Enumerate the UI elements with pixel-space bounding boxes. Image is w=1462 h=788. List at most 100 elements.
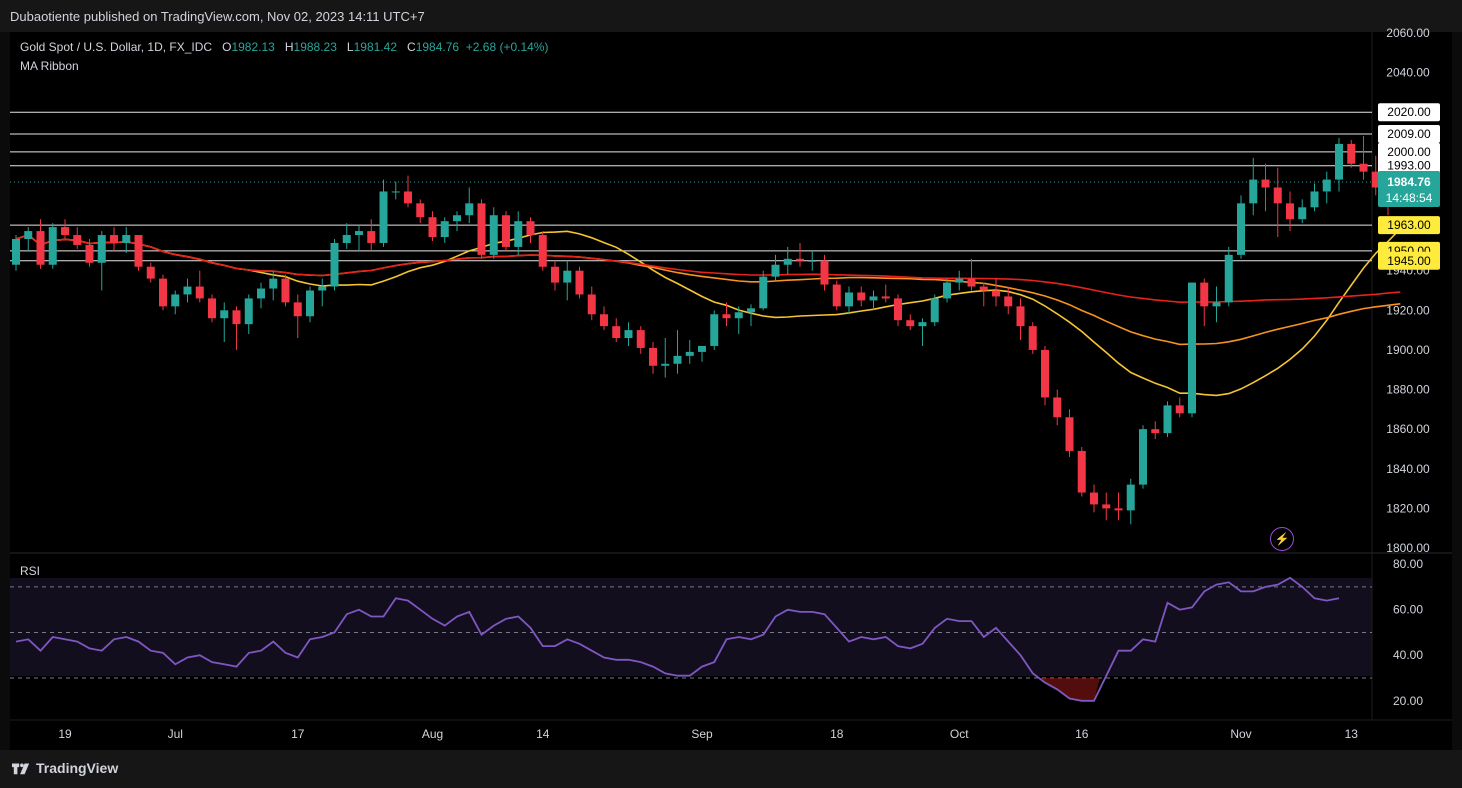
candle-body: [612, 326, 621, 339]
price-tick-label: 1860.00: [1386, 422, 1430, 436]
candle-body: [1041, 349, 1049, 398]
low-label: L: [346, 40, 354, 54]
candle-body: [979, 286, 988, 291]
time-tick-label: 18: [830, 727, 844, 741]
candle-body: [943, 282, 951, 299]
publisher-info: Dubaotiente published on TradingView.com…: [10, 9, 425, 24]
candle-body: [1359, 163, 1368, 172]
candle-body: [416, 203, 425, 218]
candle-body: [48, 227, 57, 265]
candle-body: [281, 278, 290, 303]
price-level-label-bg: [1378, 156, 1440, 175]
price-level-label-bg: [1378, 125, 1440, 144]
close-value: 1984.76: [415, 40, 460, 54]
price-tick-label: 1900.00: [1386, 343, 1430, 357]
candle-body: [171, 294, 180, 307]
candle-body: [587, 294, 596, 315]
brand-name: TradingView: [36, 760, 119, 776]
symbol-title[interactable]: Gold Spot / U.S. Dollar, 1D, FX_IDC: [20, 40, 213, 54]
change-value: +2.68 (+0.14%): [465, 40, 549, 54]
candle-body: [1077, 450, 1086, 493]
candle-body: [24, 231, 33, 239]
price-tick-label: 1880.00: [1386, 383, 1430, 397]
candle-body: [820, 260, 829, 285]
candle-body: [342, 235, 351, 243]
ma-ribbon: [15, 228, 1401, 397]
time-axis[interactable]: 19 Jul 17 Aug 14 Sep 18 Oct 16 Nov 13: [58, 727, 1358, 741]
candle-body: [1261, 179, 1270, 188]
candle-body: [1004, 296, 1013, 307]
candle-body: [269, 278, 278, 289]
price-level-label: 1993.00: [1387, 159, 1431, 173]
price-tick-label: 1800.00: [1386, 541, 1430, 555]
candle-body: [918, 322, 927, 327]
rsi-series: [10, 576, 1372, 702]
candle-body: [208, 298, 216, 319]
open-label: O: [222, 40, 232, 54]
time-tick-label: Jul: [168, 727, 183, 741]
candle-body: [747, 308, 755, 313]
candle-body: [992, 290, 1000, 297]
candle-body: [1237, 203, 1245, 255]
candle-body: [1212, 302, 1221, 307]
candle-body: [1053, 397, 1062, 418]
candle-body: [857, 292, 866, 301]
candle-body: [1102, 504, 1111, 509]
candle-body: [575, 270, 584, 295]
chart-canvas[interactable]: 1800.001820.001840.001860.001880.001900.…: [0, 0, 1462, 750]
candle-body: [489, 215, 498, 255]
candle-body: [1322, 179, 1331, 192]
price-level-label: 2020.00: [1387, 105, 1431, 119]
candle-body: [355, 231, 363, 236]
candle-body: [465, 203, 474, 216]
candle-body: [894, 298, 902, 321]
price-tick-label: 1820.00: [1386, 501, 1430, 515]
candle-body: [1114, 508, 1123, 511]
time-tick-label: Sep: [691, 727, 713, 741]
candle-body: [881, 296, 890, 299]
candle-body: [293, 302, 302, 317]
rsi-band: [10, 578, 1372, 676]
candle-body: [771, 264, 780, 277]
rsi-legend[interactable]: RSI: [20, 564, 41, 578]
candle-body: [1200, 282, 1209, 307]
candle-body: [538, 235, 547, 267]
last-price-value: 1984.76: [1387, 175, 1431, 189]
candle-body: [306, 290, 314, 317]
candle-body: [1224, 254, 1233, 303]
horizontal-levels[interactable]: [10, 111, 1372, 262]
candles: [12, 136, 1405, 525]
candle-body: [1163, 405, 1172, 434]
rsi-tick-label: 20.00: [1393, 694, 1423, 708]
candle-body: [796, 258, 804, 261]
candle-body: [257, 288, 265, 299]
top-bar: Dubaotiente published on TradingView.com…: [0, 0, 1462, 32]
candle-body: [955, 278, 964, 283]
time-tick-label: 19: [58, 727, 72, 741]
candle-body: [97, 235, 106, 263]
candle-body: [318, 286, 327, 291]
price-level-label-bg: [1378, 142, 1440, 161]
candle-body: [685, 351, 694, 356]
ma-100-line: [15, 234, 1401, 304]
candle-body: [845, 292, 853, 307]
candle-body: [1188, 282, 1196, 414]
candle-body: [661, 363, 670, 366]
candle-body: [514, 221, 523, 247]
candle-body: [1028, 326, 1037, 350]
candle-body: [1126, 484, 1135, 511]
tradingview-logo[interactable]: TradingView: [12, 760, 118, 776]
candle-body: [759, 276, 768, 309]
price-axis[interactable]: 1800.00 1820.00 1840.00 1860.00 1880.00 1900.…: [1378, 26, 1440, 708]
price-tick-label: 2040.00: [1386, 66, 1430, 80]
candle-body: [134, 235, 143, 267]
indicator-legend[interactable]: MA Ribbon: [20, 59, 79, 73]
candle-body: [600, 314, 608, 327]
open-value: 1982.13: [231, 40, 275, 54]
price-level-label-bg: [1378, 216, 1440, 235]
flash-icon[interactable]: ⚡: [1270, 527, 1294, 551]
candle-body: [1249, 179, 1258, 204]
candle-body: [1298, 207, 1307, 220]
candle-body: [183, 286, 192, 295]
candle-body: [734, 312, 743, 319]
